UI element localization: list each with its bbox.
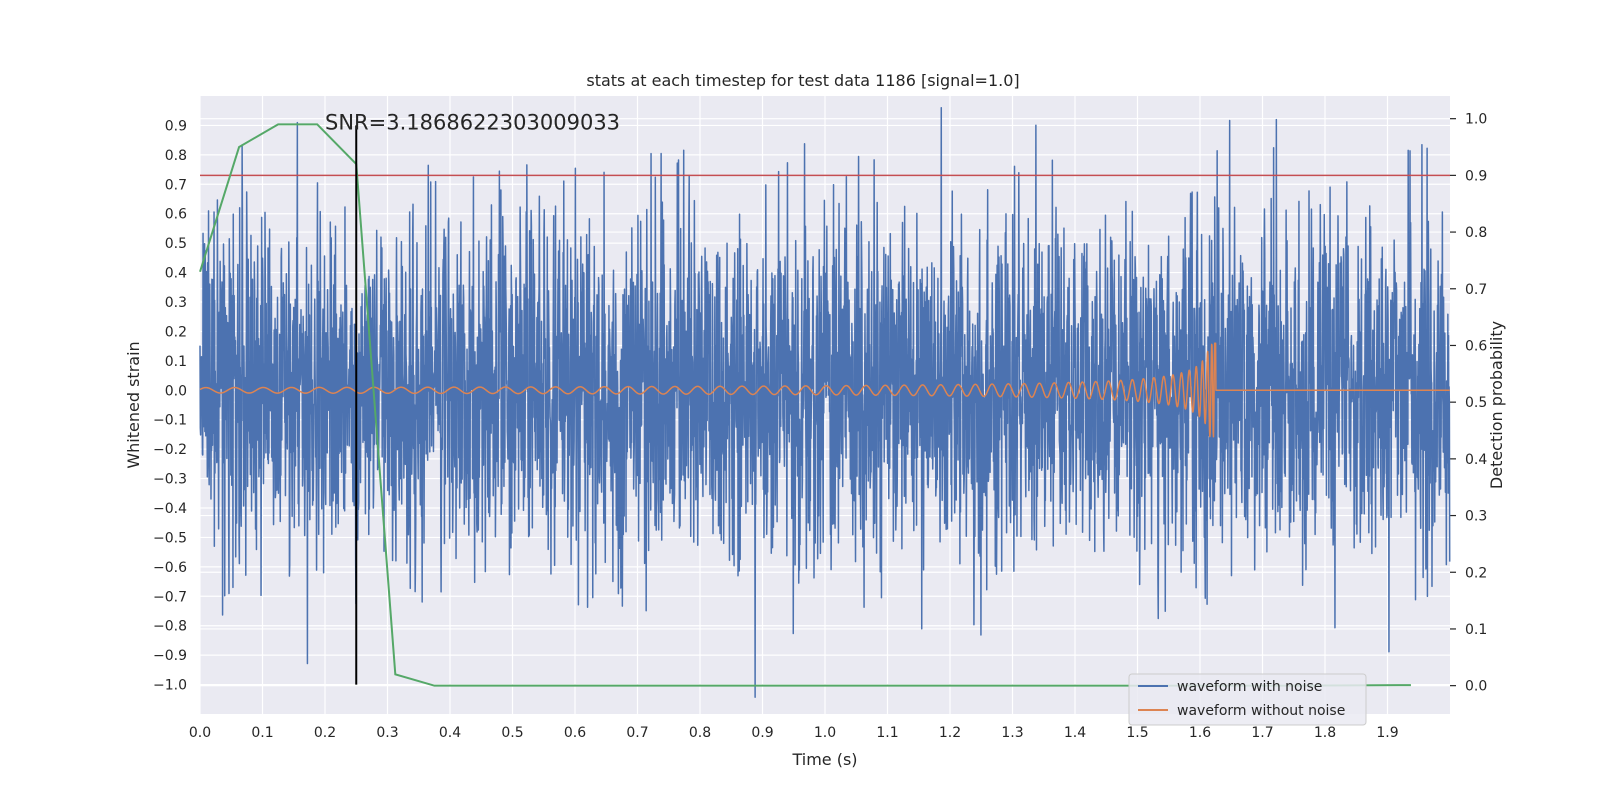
y-tick-label: 0.0 [165,383,187,399]
y-tick-label: 0.1 [165,354,187,370]
legend: waveform with noise waveform without noi… [1128,673,1367,726]
series-line-detection-probability [199,123,1411,687]
right-y-tick-label: 0.4 [1465,452,1487,468]
y-tick-label: −0.8 [153,619,187,635]
x-tick-label: 1.5 [1126,725,1148,741]
y-tick-label: 0.5 [165,236,187,252]
right-y-tick-label: 0.0 [1465,679,1487,695]
x-tick-label: 0.6 [564,725,586,741]
y-tick-label: −0.2 [153,442,187,458]
right-y-tick-label: 0.9 [1465,168,1487,184]
chart-title: stats at each timestep for test data 118… [586,71,1019,90]
x-tick-label: 0.3 [376,725,398,741]
right-y-tick-label: 0.1 [1465,622,1487,638]
right-y-tick-label: 0.5 [1465,395,1487,411]
x-tick-labels: 0.0 0.1 0.2 0.3 0.4 0.5 0.6 0.7 0.8 0.9 1.0 1.1 1.2 1… [189,725,1399,741]
y-tick-label: −0.1 [153,413,187,429]
right-y-axis-label: Detection probability [1487,321,1506,489]
x-tick-label: 0.5 [501,725,523,741]
legend-label-with-noise: waveform with noise [1177,679,1322,695]
right-y-tick-label: 0.7 [1465,282,1487,298]
x-tick-label: 0.0 [189,725,211,741]
plot-lines [199,107,1451,698]
x-tick-label: 0.2 [314,725,336,741]
series-line-waveform-with-noise [199,107,1451,698]
series-line-waveform-without-noise [199,342,1451,438]
x-tick-label: 1.7 [1251,725,1273,741]
right-y-tick-label: 0.3 [1465,509,1487,525]
y-tick-label: 0.9 [165,118,187,134]
y-tick-label: −0.4 [153,501,187,517]
legend-label-without-noise: waveform without noise [1177,703,1345,719]
x-axis-label: Time (s) [791,750,857,769]
right-y-tick-labels: 1.0 0.9 0.8 0.7 0.6 0.5 0.4 0.3 0.2 0.1 0.0 [1465,112,1487,695]
right-y-tick-label: 0.8 [1465,225,1487,241]
right-y-tick-label: 0.6 [1465,338,1487,354]
right-y-tick-label: 1.0 [1465,112,1487,128]
snr-annotation: SNR=3.1868622303009033 [325,110,620,134]
y-tick-label: 0.7 [165,177,187,193]
y-tick-label: −0.9 [153,648,187,664]
y-tick-label: −0.6 [153,560,187,576]
x-tick-label: 1.6 [1189,725,1211,741]
y-tick-label: 0.3 [165,295,187,311]
x-tick-label: 0.7 [626,725,648,741]
y-tick-label: −1.0 [153,678,187,694]
y-tick-label: 0.6 [165,207,187,223]
x-tick-label: 1.2 [939,725,961,741]
x-tick-label: 1.4 [1064,725,1086,741]
y-tick-label: −0.3 [153,472,187,488]
x-tick-label: 0.1 [251,725,273,741]
y-tick-label: −0.7 [153,589,187,605]
x-tick-label: 1.1 [876,725,898,741]
y-tick-label: −0.5 [153,530,187,546]
x-tick-label: 1.3 [1001,725,1023,741]
y-tick-labels: 0.9 0.8 0.7 0.6 0.5 0.4 0.3 0.2 0.1 0.0 −0.1 −0.2 −0… [153,118,187,693]
x-tick-label: 1.9 [1376,725,1398,741]
y-tick-label: 0.8 [165,148,187,164]
y-tick-label: 0.2 [165,324,187,340]
y-axis-label: Whitened strain [124,341,143,468]
legend-box [1128,673,1367,726]
x-tick-label: 0.9 [751,725,773,741]
x-tick-label: 1.0 [814,725,836,741]
y-tick-label: 0.4 [165,266,187,282]
right-y-tick-label: 0.2 [1465,565,1487,581]
x-tick-label: 1.8 [1314,725,1336,741]
x-tick-label: 0.4 [439,725,461,741]
x-tick-label: 0.8 [689,725,711,741]
